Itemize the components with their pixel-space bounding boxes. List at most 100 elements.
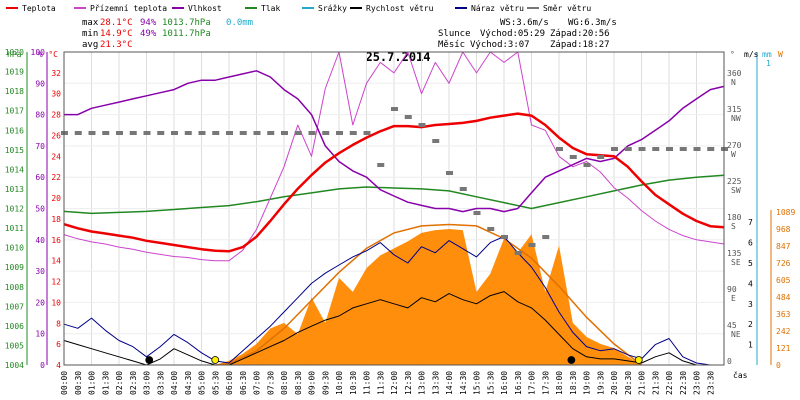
solar-radiation-fill — [215, 229, 642, 365]
wind-speed-avg: WS:3.6m/s — [500, 18, 549, 28]
sunset-time: Západ:20:56 — [550, 29, 610, 39]
wind-direction-point — [432, 139, 440, 143]
ms-tick-label: 2 — [748, 320, 753, 329]
direction-letter-label: NW — [731, 114, 741, 123]
ms-tick-label: 7 — [748, 218, 753, 227]
x-tick-label: 01:30 — [101, 371, 110, 395]
x-tick-label: 03:30 — [156, 371, 165, 395]
temp-tick-label: 6 — [56, 340, 61, 349]
x-tick-label: 18:30 — [569, 371, 578, 395]
wind-direction-point — [129, 131, 137, 135]
wind-direction-point — [707, 147, 715, 151]
wind-direction-point — [116, 131, 123, 135]
stat-avg-temp: 21.3°C — [100, 40, 133, 50]
wind-direction-point — [624, 147, 632, 151]
w-tick-label: 968 — [776, 225, 791, 234]
temp-tick-label: 30 — [51, 90, 61, 99]
hpa-tick-label: 1011 — [5, 224, 24, 233]
wind-direction-point — [473, 211, 481, 215]
hpa-tick-label: 1013 — [5, 185, 24, 194]
w-tick-label: 242 — [776, 327, 791, 336]
pct-tick-label: 0 — [40, 361, 45, 370]
temp-tick-label: 20 — [51, 194, 61, 203]
wind-direction-point — [184, 131, 192, 135]
x-tick-label: 00:00 — [60, 371, 69, 395]
chart-title: 25.7.2014 — [365, 50, 430, 64]
temp-tick-label: 32 — [51, 69, 61, 78]
x-tick-label: 11:30 — [376, 371, 385, 395]
temp-tick-label: 22 — [51, 173, 61, 182]
wind-direction-point — [679, 147, 687, 151]
w-tick-label: 363 — [776, 310, 791, 319]
solar-max-curve — [215, 223, 642, 366]
temp-unit: °C — [48, 50, 58, 59]
wind-direction-point — [542, 235, 550, 239]
hpa-tick-label: 1010 — [5, 244, 24, 253]
wind-direction-point — [267, 131, 275, 135]
pct-tick-label: 40 — [35, 236, 45, 245]
wind-speed-line — [63, 291, 724, 366]
wind-direction-point — [336, 131, 343, 135]
x-tick-label: 05:30 — [211, 371, 220, 395]
x-tick-label: 15:00 — [473, 371, 482, 395]
wind-direction-point — [528, 243, 536, 247]
moonrise-marker — [145, 356, 154, 364]
direction-letter-label: NE — [731, 330, 741, 339]
direction-tick-label: 225 — [727, 177, 742, 186]
dir-unit: ° — [730, 50, 735, 59]
wind-direction-point — [281, 131, 288, 135]
hpa-tick-label: 1004 — [5, 361, 24, 370]
x-tick-label: 02:00 — [115, 371, 124, 395]
wind-direction-point — [652, 147, 660, 151]
ms-tick-label: 5 — [748, 259, 753, 268]
x-tick-label: 00:30 — [74, 371, 83, 395]
wind-gust-line — [63, 236, 724, 366]
x-tick-label: 02:30 — [129, 371, 138, 395]
temp-tick-label: 16 — [51, 236, 61, 245]
x-axis-label: čas — [733, 370, 748, 380]
x-tick-label: 21:30 — [651, 371, 660, 395]
direction-tick-label: 180 — [727, 213, 742, 222]
x-tick-label: 09:30 — [321, 371, 330, 395]
x-tick-label: 08:30 — [294, 371, 303, 395]
ms-tick-label: 3 — [748, 300, 753, 309]
x-tick-label: 12:00 — [390, 371, 399, 395]
x-tick-label: 11:00 — [363, 371, 372, 395]
x-tick-label: 17:00 — [528, 371, 537, 395]
x-tick-label: 06:00 — [225, 371, 234, 395]
ms-unit: m/s — [744, 50, 759, 59]
wind-direction-point — [569, 155, 577, 159]
hpa-tick-label: 1014 — [5, 165, 24, 174]
direction-letter-label: E — [731, 294, 736, 303]
pct-tick-label: 100 — [31, 48, 46, 57]
temp-tick-label: 4 — [56, 361, 61, 370]
wind-direction-point — [459, 187, 467, 191]
x-tick-label: 16:30 — [514, 371, 523, 395]
legend-item: Směr větru — [543, 4, 591, 13]
wind-direction-point — [363, 131, 371, 135]
wind-direction-point — [226, 131, 233, 135]
wind-direction-point — [308, 131, 316, 135]
moon-label: Měsíc — [438, 40, 465, 50]
moonrise-time: Východ:3:07 — [470, 40, 530, 50]
x-tick-label: 04:00 — [170, 371, 179, 395]
wind-direction-point — [171, 131, 178, 135]
axes: 1004100510061007100810091010101110121013… — [5, 48, 796, 395]
wind-direction-point — [157, 131, 165, 135]
moonset-time: Západ:18:27 — [550, 40, 610, 50]
x-tick-label: 10:00 — [335, 371, 344, 395]
direction-tick-label: 135 — [727, 249, 742, 258]
series-lines — [63, 51, 725, 366]
wind-direction-point — [514, 251, 522, 255]
x-tick-label: 13:00 — [418, 371, 427, 395]
stat-min-temp: 14.9°C — [100, 29, 133, 39]
x-tick-label: 15:30 — [486, 371, 495, 395]
hpa-tick-label: 1006 — [5, 322, 24, 331]
sunrise-marker — [211, 356, 220, 364]
temp-tick-label: 24 — [51, 152, 61, 161]
pct-tick-label: 10 — [35, 330, 45, 339]
x-tick-label: 07:00 — [253, 371, 262, 395]
x-tick-label: 14:00 — [445, 371, 454, 395]
legend-item: Srážky — [318, 4, 347, 13]
